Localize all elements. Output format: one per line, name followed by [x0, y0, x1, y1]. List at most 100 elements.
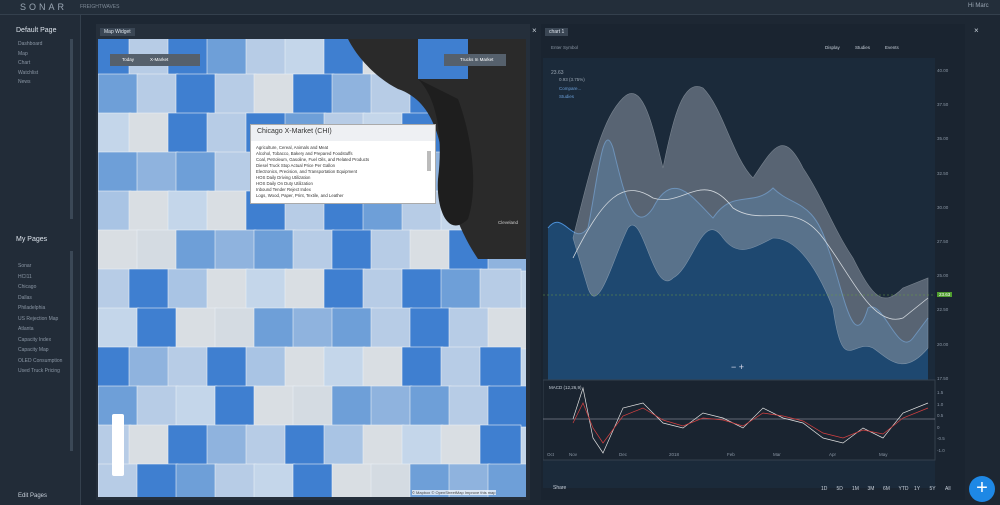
region: [448, 385, 491, 428]
region: [136, 385, 179, 428]
chart-panel: chart 1 Enter Symbol Display Studies Event…: [541, 24, 965, 500]
popup-item: HOS Daily Driving Utilization: [256, 175, 311, 180]
x-tick-label: Feb: [727, 452, 735, 457]
tab[interactable]: chart 1: [545, 28, 569, 36]
user: Hi Marc: [968, 3, 989, 9]
x-tick-label: Oct: [547, 452, 555, 457]
range-button[interactable]: 5D: [836, 486, 843, 492]
region: [245, 39, 288, 77]
popup-title: Chicago X-Market (CHI): [251, 125, 435, 141]
region: [175, 385, 218, 428]
y-tick-label: 17.50: [937, 375, 949, 381]
x-tick-label: Nov: [569, 452, 578, 457]
popup-item: Diesel Truck Stop Actual Price Per Gallo…: [256, 163, 336, 168]
region: [98, 268, 132, 311]
nav-item[interactable]: Map: [18, 50, 28, 57]
sidebar: Default Page Dashboard Map Chart Watchlist N…: [0, 15, 81, 505]
section-title[interactable]: Default Page: [16, 27, 57, 34]
zoom-control[interactable]: [112, 414, 124, 476]
close[interactable]: ×: [974, 26, 979, 35]
tab[interactable]: Map Widget: [100, 28, 135, 36]
nav-item[interactable]: OLED Consumption: [18, 357, 63, 364]
region: [128, 268, 171, 311]
region: [245, 268, 288, 311]
range-button[interactable]: 3M: [867, 486, 875, 492]
study-label: MACD (12,26,9): [549, 385, 582, 390]
nav-item[interactable]: Dashboard: [18, 41, 43, 47]
symbol-input[interactable]: Enter Symbol: [551, 45, 579, 50]
zoom[interactable]: − +: [731, 362, 745, 372]
nav-item[interactable]: Dallas: [18, 294, 32, 301]
y-tick-label: 0.5: [937, 413, 944, 418]
region: [214, 463, 257, 497]
range-button[interactable]: 1D: [821, 486, 828, 492]
nav-item[interactable]: Chart: [18, 60, 31, 66]
region: [284, 39, 327, 77]
nav-item[interactable]: Used Truck Pricing: [18, 368, 60, 374]
region: [167, 268, 210, 311]
y-tick-label: 35.00: [937, 136, 949, 142]
region: [323, 268, 366, 311]
share[interactable]: Share: [553, 485, 567, 491]
nav-item[interactable]: US Rejection Map: [18, 315, 59, 322]
label: Trucks In Market: [460, 57, 494, 62]
region: [128, 424, 171, 467]
close[interactable]: ×: [532, 26, 537, 35]
region: [128, 112, 171, 155]
top-bar: SONAR FREIGHTWAVES Hi Marc: [0, 0, 1000, 15]
section-title[interactable]: My Pages: [16, 236, 48, 243]
region: [401, 268, 444, 311]
nav-item[interactable]: Sonar: [18, 263, 32, 269]
region: [440, 346, 483, 389]
region: [440, 424, 483, 467]
region: [331, 73, 374, 116]
trucks-toggle[interactable]: Trucks In Market: [444, 54, 506, 66]
region: [175, 229, 218, 272]
region: [245, 346, 288, 389]
nav-item[interactable]: Chicago: [18, 284, 37, 290]
menu[interactable]: Events: [885, 45, 899, 50]
region: [401, 424, 444, 467]
nav-item[interactable]: Philadelphia: [18, 305, 46, 311]
region: [292, 73, 335, 116]
nav-item[interactable]: Watchlist: [18, 69, 39, 76]
region: [98, 112, 132, 155]
y-tick-label: 40.00: [937, 68, 949, 73]
edit-pages[interactable]: Edit Pages: [18, 493, 48, 499]
range-button[interactable]: 1M: [852, 486, 859, 492]
region: [253, 307, 296, 350]
legend-item[interactable]: Studies: [559, 94, 575, 99]
range-button[interactable]: 1Y: [914, 486, 921, 492]
button[interactable]: Today: [122, 57, 135, 62]
region: [206, 190, 249, 233]
last-price: 23.63: [937, 292, 953, 297]
popup-item: Logs, Wood, Paper, Print, Textile, and L…: [256, 193, 344, 198]
region: [292, 229, 335, 272]
range-button[interactable]: 5Y: [929, 486, 936, 492]
nav-item[interactable]: Capacity Map: [18, 347, 49, 353]
legend-item[interactable]: Compare...: [559, 86, 582, 91]
nav-item[interactable]: Capacity Index: [18, 336, 52, 343]
nav-item[interactable]: News: [18, 79, 31, 85]
region: [136, 73, 179, 116]
region: [253, 73, 296, 116]
region: [128, 190, 171, 233]
range-button[interactable]: 6M: [883, 486, 890, 492]
map-toolbar: Today X-Market: [110, 54, 200, 66]
region: [98, 307, 140, 350]
region: [167, 190, 210, 233]
y-tick-label: -0.5: [937, 436, 945, 441]
region: [98, 229, 140, 272]
region: [175, 73, 218, 116]
chart-canvas: [543, 58, 936, 488]
nav-item[interactable]: HCI11: [18, 273, 32, 280]
range-button[interactable]: YTD: [898, 486, 909, 492]
button[interactable]: X-Market: [150, 57, 169, 62]
region: [362, 268, 405, 311]
menu[interactable]: Studies: [855, 45, 871, 50]
region: [370, 463, 413, 497]
nav-item[interactable]: Atlanta: [18, 326, 34, 332]
range-button[interactable]: All: [945, 486, 951, 492]
add-button[interactable]: +: [969, 476, 995, 502]
menu[interactable]: Display: [825, 45, 840, 50]
